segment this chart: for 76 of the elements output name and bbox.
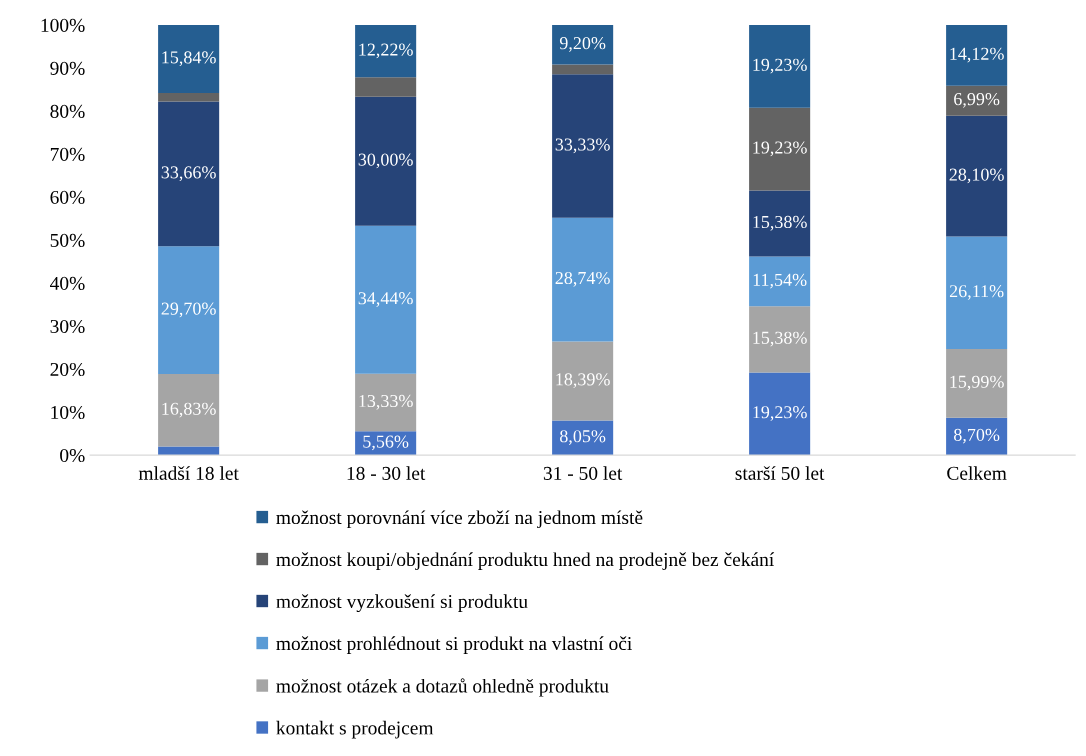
- bar: [355, 96, 417, 226]
- legend-label: možnost porovnání více zboží na jednom místě: [276, 510, 643, 529]
- data-label: 19,23%: [753, 406, 807, 421]
- bar: [749, 24, 811, 108]
- data-label: 29,70%: [161, 302, 216, 318]
- bar: [552, 341, 614, 421]
- y-tick-label: 20%: [50, 362, 85, 377]
- data-label: 12,22%: [359, 43, 413, 59]
- bar: [749, 306, 811, 373]
- data-label: 16,83%: [162, 402, 216, 418]
- bar: [158, 374, 220, 447]
- data-label: 5,56%: [363, 435, 409, 451]
- bar: [552, 74, 614, 218]
- legend-label: možnost otázek a dotazů ohledně produktu: [276, 678, 609, 697]
- bar: [749, 372, 811, 456]
- data-label: 14,12%: [950, 47, 1004, 63]
- bar: [158, 246, 220, 375]
- data-label: 11,54%: [753, 273, 807, 289]
- data-label: 15,99%: [950, 375, 1004, 391]
- data-label: 19,23%: [753, 58, 807, 74]
- bar: [355, 24, 417, 78]
- data-label: 15,38%: [753, 215, 807, 231]
- data-label: 34,44%: [358, 292, 413, 307]
- data-label: 26,11%: [949, 285, 1004, 300]
- y-tick-label: 90%: [50, 61, 85, 75]
- bar: [355, 225, 417, 374]
- data-label: 15,38%: [753, 331, 807, 347]
- y-tick-label: 80%: [50, 104, 85, 118]
- bar: [158, 101, 220, 247]
- bar: [946, 85, 1008, 116]
- data-label: 19,23%: [753, 141, 807, 157]
- y-tick-label: 30%: [50, 319, 85, 334]
- x-tick-label: mladší 18 let: [138, 466, 239, 480]
- data-label: 8,05%: [560, 430, 606, 445]
- y-tick-label: 100%: [41, 18, 85, 32]
- bar: [552, 217, 614, 342]
- x-tick-label: starší 50 let: [735, 466, 825, 480]
- data-label: 33,66%: [161, 166, 216, 182]
- data-label: 15,84%: [162, 51, 216, 67]
- bar: [946, 115, 1008, 237]
- bar: [749, 107, 811, 191]
- bar: [158, 24, 220, 93]
- bar: [552, 24, 614, 65]
- data-label: 6,99%: [954, 93, 1000, 108]
- x-tick-label: Celkem: [947, 466, 1007, 480]
- data-label: 13,33%: [359, 394, 413, 410]
- data-label: 33,33%: [555, 138, 610, 154]
- bar: [946, 236, 1008, 349]
- data-label: 8,70%: [954, 428, 1000, 444]
- bar: [552, 64, 614, 75]
- x-tick-label: 31 - 50 let: [543, 466, 623, 480]
- y-tick-label: 40%: [50, 276, 85, 291]
- y-tick-label: 70%: [50, 147, 85, 161]
- y-tick-label: 50%: [50, 233, 85, 248]
- data-label: 30,00%: [358, 153, 413, 169]
- y-tick-label: 10%: [51, 405, 85, 420]
- legend-label: možnost vyzkoušení si produktu: [276, 594, 528, 613]
- bar: [749, 190, 811, 257]
- bar: [355, 77, 417, 97]
- legend-label: možnost koupi/objednání produktu hned na prodejně bez čekání: [276, 552, 775, 571]
- legend-label: kontakt s prodejcem: [276, 720, 434, 739]
- bar: [946, 417, 1008, 456]
- data-label: 9,20%: [559, 37, 606, 52]
- data-label: 28,74%: [555, 271, 610, 287]
- x-tick-label: 18 - 30 let: [347, 466, 426, 480]
- bar: [946, 348, 1008, 418]
- data-label: 18,39%: [556, 373, 610, 389]
- legend-label: možnost prohlédnout si produkt na vlastní oči: [276, 636, 632, 655]
- bar: [946, 24, 1008, 86]
- bar: [749, 256, 811, 307]
- bar: [355, 373, 417, 432]
- bar: [552, 420, 614, 456]
- data-label: 28,10%: [949, 168, 1004, 184]
- y-tick-label: 0%: [60, 448, 85, 463]
- bar: [158, 92, 220, 102]
- y-tick-label: 60%: [50, 190, 85, 205]
